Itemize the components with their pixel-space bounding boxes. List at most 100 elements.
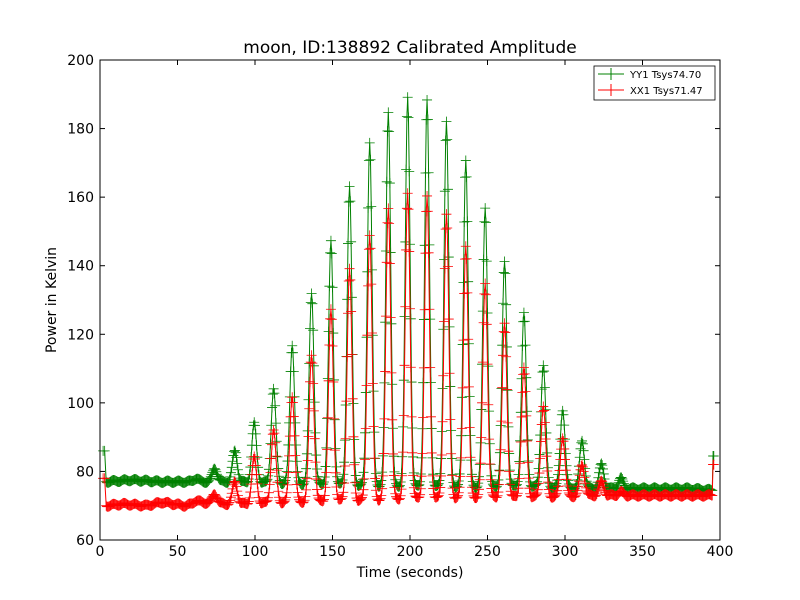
data-point	[300, 491, 311, 502]
data-point	[419, 304, 430, 315]
data-point	[479, 288, 490, 299]
data-point	[521, 410, 532, 421]
data-point	[350, 470, 361, 481]
data-point	[571, 478, 582, 489]
data-point	[99, 445, 110, 456]
data-point	[378, 448, 389, 459]
data-point	[520, 386, 531, 397]
data-point	[291, 467, 302, 478]
data-point	[380, 366, 391, 377]
data-point	[486, 483, 497, 494]
data-point	[422, 190, 433, 201]
data-point	[577, 459, 588, 470]
data-point	[269, 428, 280, 439]
data-point	[252, 478, 263, 489]
data-point	[456, 423, 467, 434]
data-point	[370, 485, 381, 496]
data-point	[425, 411, 436, 422]
data-point	[278, 497, 289, 508]
data-point	[249, 451, 260, 462]
data-point	[385, 312, 396, 323]
data-point	[590, 491, 601, 502]
data-point	[206, 469, 217, 480]
data-point	[562, 469, 573, 480]
data-point	[518, 362, 529, 373]
data-point	[553, 481, 564, 492]
data-point	[212, 469, 223, 480]
data-point	[499, 256, 510, 267]
data-point	[349, 434, 360, 445]
data-point	[480, 289, 491, 300]
data-point	[540, 434, 551, 445]
data-point	[378, 422, 389, 433]
data-point	[253, 462, 264, 473]
data-point	[515, 458, 526, 469]
data-point	[331, 481, 342, 492]
data-point	[592, 486, 603, 497]
data-point	[302, 425, 313, 436]
data-point	[403, 204, 414, 215]
data-point	[300, 472, 311, 483]
data-point	[347, 393, 358, 404]
data-point	[376, 475, 387, 486]
data-point	[338, 487, 349, 498]
data-point	[502, 417, 513, 428]
data-point	[434, 487, 445, 498]
data-point	[322, 444, 333, 455]
data-point	[310, 457, 321, 468]
data-point	[534, 468, 545, 479]
data-point	[340, 399, 351, 410]
data-point	[356, 478, 367, 489]
data-point	[542, 466, 553, 477]
data-point	[491, 481, 502, 492]
x-tick-label: 50	[169, 544, 187, 560]
data-point	[363, 244, 374, 255]
data-point	[439, 316, 450, 327]
data-point	[460, 155, 471, 166]
data-point	[281, 466, 292, 477]
data-point	[270, 451, 281, 462]
data-point	[481, 319, 492, 330]
data-point	[227, 456, 238, 467]
x-tick-label: 0	[96, 544, 105, 560]
data-point	[551, 488, 562, 499]
data-point	[366, 201, 377, 212]
data-point	[230, 447, 241, 458]
data-point	[224, 474, 235, 485]
data-point	[708, 459, 719, 470]
data-point	[595, 459, 606, 470]
data-point	[500, 327, 511, 338]
data-point	[231, 452, 242, 463]
data-point	[307, 298, 318, 309]
data-point	[432, 491, 443, 502]
data-point	[440, 135, 451, 146]
data-point	[466, 455, 477, 466]
data-point	[415, 469, 426, 480]
data-point	[532, 484, 543, 495]
data-point	[298, 497, 309, 508]
data-point	[309, 433, 320, 444]
data-point	[273, 486, 284, 497]
data-point	[477, 357, 488, 368]
data-point	[370, 473, 381, 484]
data-point	[497, 382, 508, 393]
data-point	[415, 476, 426, 487]
data-point	[242, 499, 253, 510]
data-point	[251, 440, 262, 451]
data-point	[268, 383, 279, 394]
data-point	[360, 454, 371, 465]
data-point	[561, 460, 572, 471]
data-point	[387, 423, 398, 434]
data-point	[358, 467, 369, 478]
data-point	[263, 487, 274, 498]
data-point	[289, 391, 300, 402]
data-point	[360, 423, 371, 434]
data-point	[319, 490, 330, 501]
data-point	[365, 154, 376, 165]
data-point	[450, 493, 461, 504]
data-point	[265, 467, 276, 478]
data-point	[467, 488, 478, 499]
data-point	[484, 438, 495, 449]
data-point	[413, 492, 424, 503]
data-point	[522, 406, 533, 417]
